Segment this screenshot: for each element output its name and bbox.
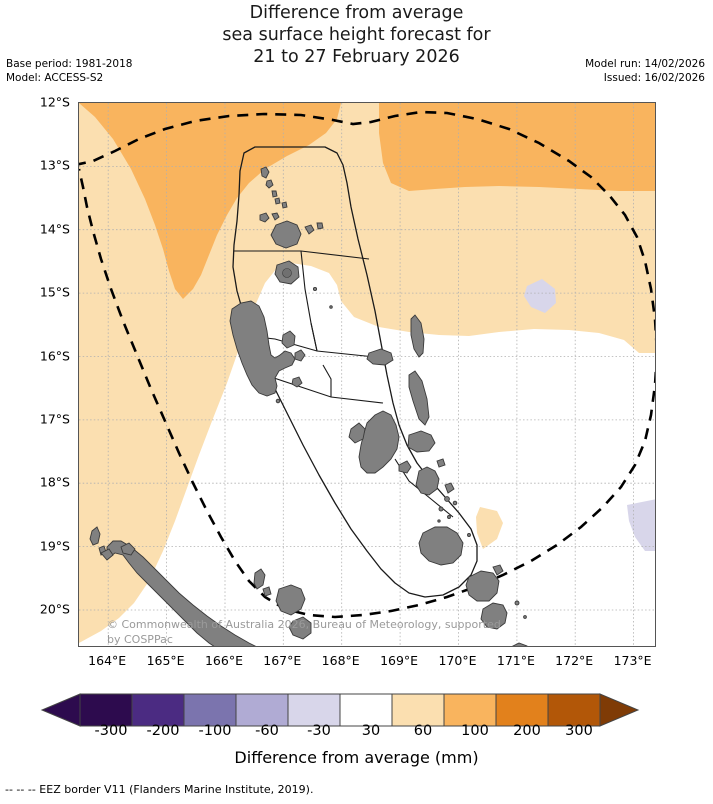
colorbar-axis-label: Difference from average (mm) (234, 748, 479, 767)
lat-tick-label: 15°S (39, 284, 70, 300)
lon-tick-label: 168°E (321, 653, 360, 668)
metadata-right: Model run: 14/02/2026 Issued: 16/02/2026 (585, 57, 705, 85)
lat-tick-label: 19°S (39, 538, 70, 554)
colorbar-extend-high (599, 693, 640, 727)
map-plot-area (78, 102, 656, 647)
lat-tick-label: 12°S (39, 94, 70, 110)
colorbar-band (183, 693, 237, 727)
lon-tick-label: 173°E (613, 653, 652, 668)
lon-tick-label: 169°E (380, 653, 419, 668)
colorbar-tick-label: 100 (461, 723, 489, 739)
lon-tick-label: 167°E (263, 653, 302, 668)
colorbar-band (547, 693, 601, 727)
eez-border-line (79, 110, 655, 619)
lat-tick-label: 20°S (39, 601, 70, 617)
lon-tick-label: 164°E (88, 653, 127, 668)
model-run-text: Model run: 14/02/2026 (585, 58, 705, 70)
colorbar-band (131, 693, 185, 727)
lat-tick-label: 16°S (39, 348, 70, 363)
field-30-60-patch-south (476, 507, 503, 549)
lon-tick-label: 171°E (496, 653, 535, 668)
lon-tick-label: 165°E (146, 653, 185, 668)
colorbar-tick-label: -60 (255, 723, 279, 739)
colorbar-tick-label: -300 (94, 723, 128, 739)
field-60-100-north-strip (379, 103, 655, 191)
colorbar-tick-label: 200 (513, 723, 541, 739)
new-caledonia-landmass (89, 526, 312, 646)
colorbar-band (339, 693, 393, 727)
colorbar-tick-label: -100 (198, 723, 232, 739)
base-period-text: Base period: 1981-2018 (6, 58, 133, 70)
title-line-1: Difference from average (249, 3, 464, 23)
lat-tick-label: 14°S (39, 221, 70, 237)
colorbar-band (391, 693, 445, 727)
metadata-left: Base period: 1981-2018 Model: ACCESS-S2 (6, 57, 132, 85)
model-text: Model: ACCESS-S2 (6, 72, 104, 84)
colorbar-tick-label: -200 (146, 723, 180, 739)
colorbar-band (235, 693, 289, 727)
lat-tick-label: 18°S (39, 474, 70, 490)
colorbar-tick-label: -30 (307, 723, 331, 739)
field-minus60-minus30-patch-se (627, 499, 655, 551)
title-line-2: sea surface height forecast for (222, 25, 491, 45)
eez-footnote: -- -- -- EEZ border V11 (Flanders Marine… (5, 783, 314, 796)
lat-tick-label: 13°S (39, 157, 70, 173)
title-line-3: 21 to 27 February 2026 (253, 47, 460, 67)
colorbar-band (443, 693, 497, 727)
lat-tick-label: 17°S (39, 411, 70, 427)
issued-text: Issued: 16/02/2026 (603, 72, 705, 84)
colorbar-extend-low (40, 693, 81, 727)
colorbar-tick-label: 60 (413, 723, 433, 739)
colorbar-tick-label: 30 (361, 723, 381, 739)
lon-tick-label: 166°E (204, 653, 243, 668)
field-30-60 (79, 103, 655, 643)
colorbar-band (287, 693, 341, 727)
colorbar-band (79, 693, 133, 727)
colorbar-band (495, 693, 549, 727)
lon-tick-label: 170°E (438, 653, 477, 668)
field-minus60-minus30-patch-ne (524, 279, 556, 313)
lon-tick-label: 172°E (555, 653, 594, 668)
island-landmasses (229, 166, 528, 646)
field-60-100-northwest (79, 103, 341, 299)
colorbar (0, 692, 713, 728)
colorbar-ticks: -300 -200 -100 -60 -30 30 60 100 200 300 (0, 723, 713, 743)
colorbar-tick-label: 300 (565, 723, 593, 739)
page-title: Difference from average sea surface heig… (0, 2, 713, 68)
